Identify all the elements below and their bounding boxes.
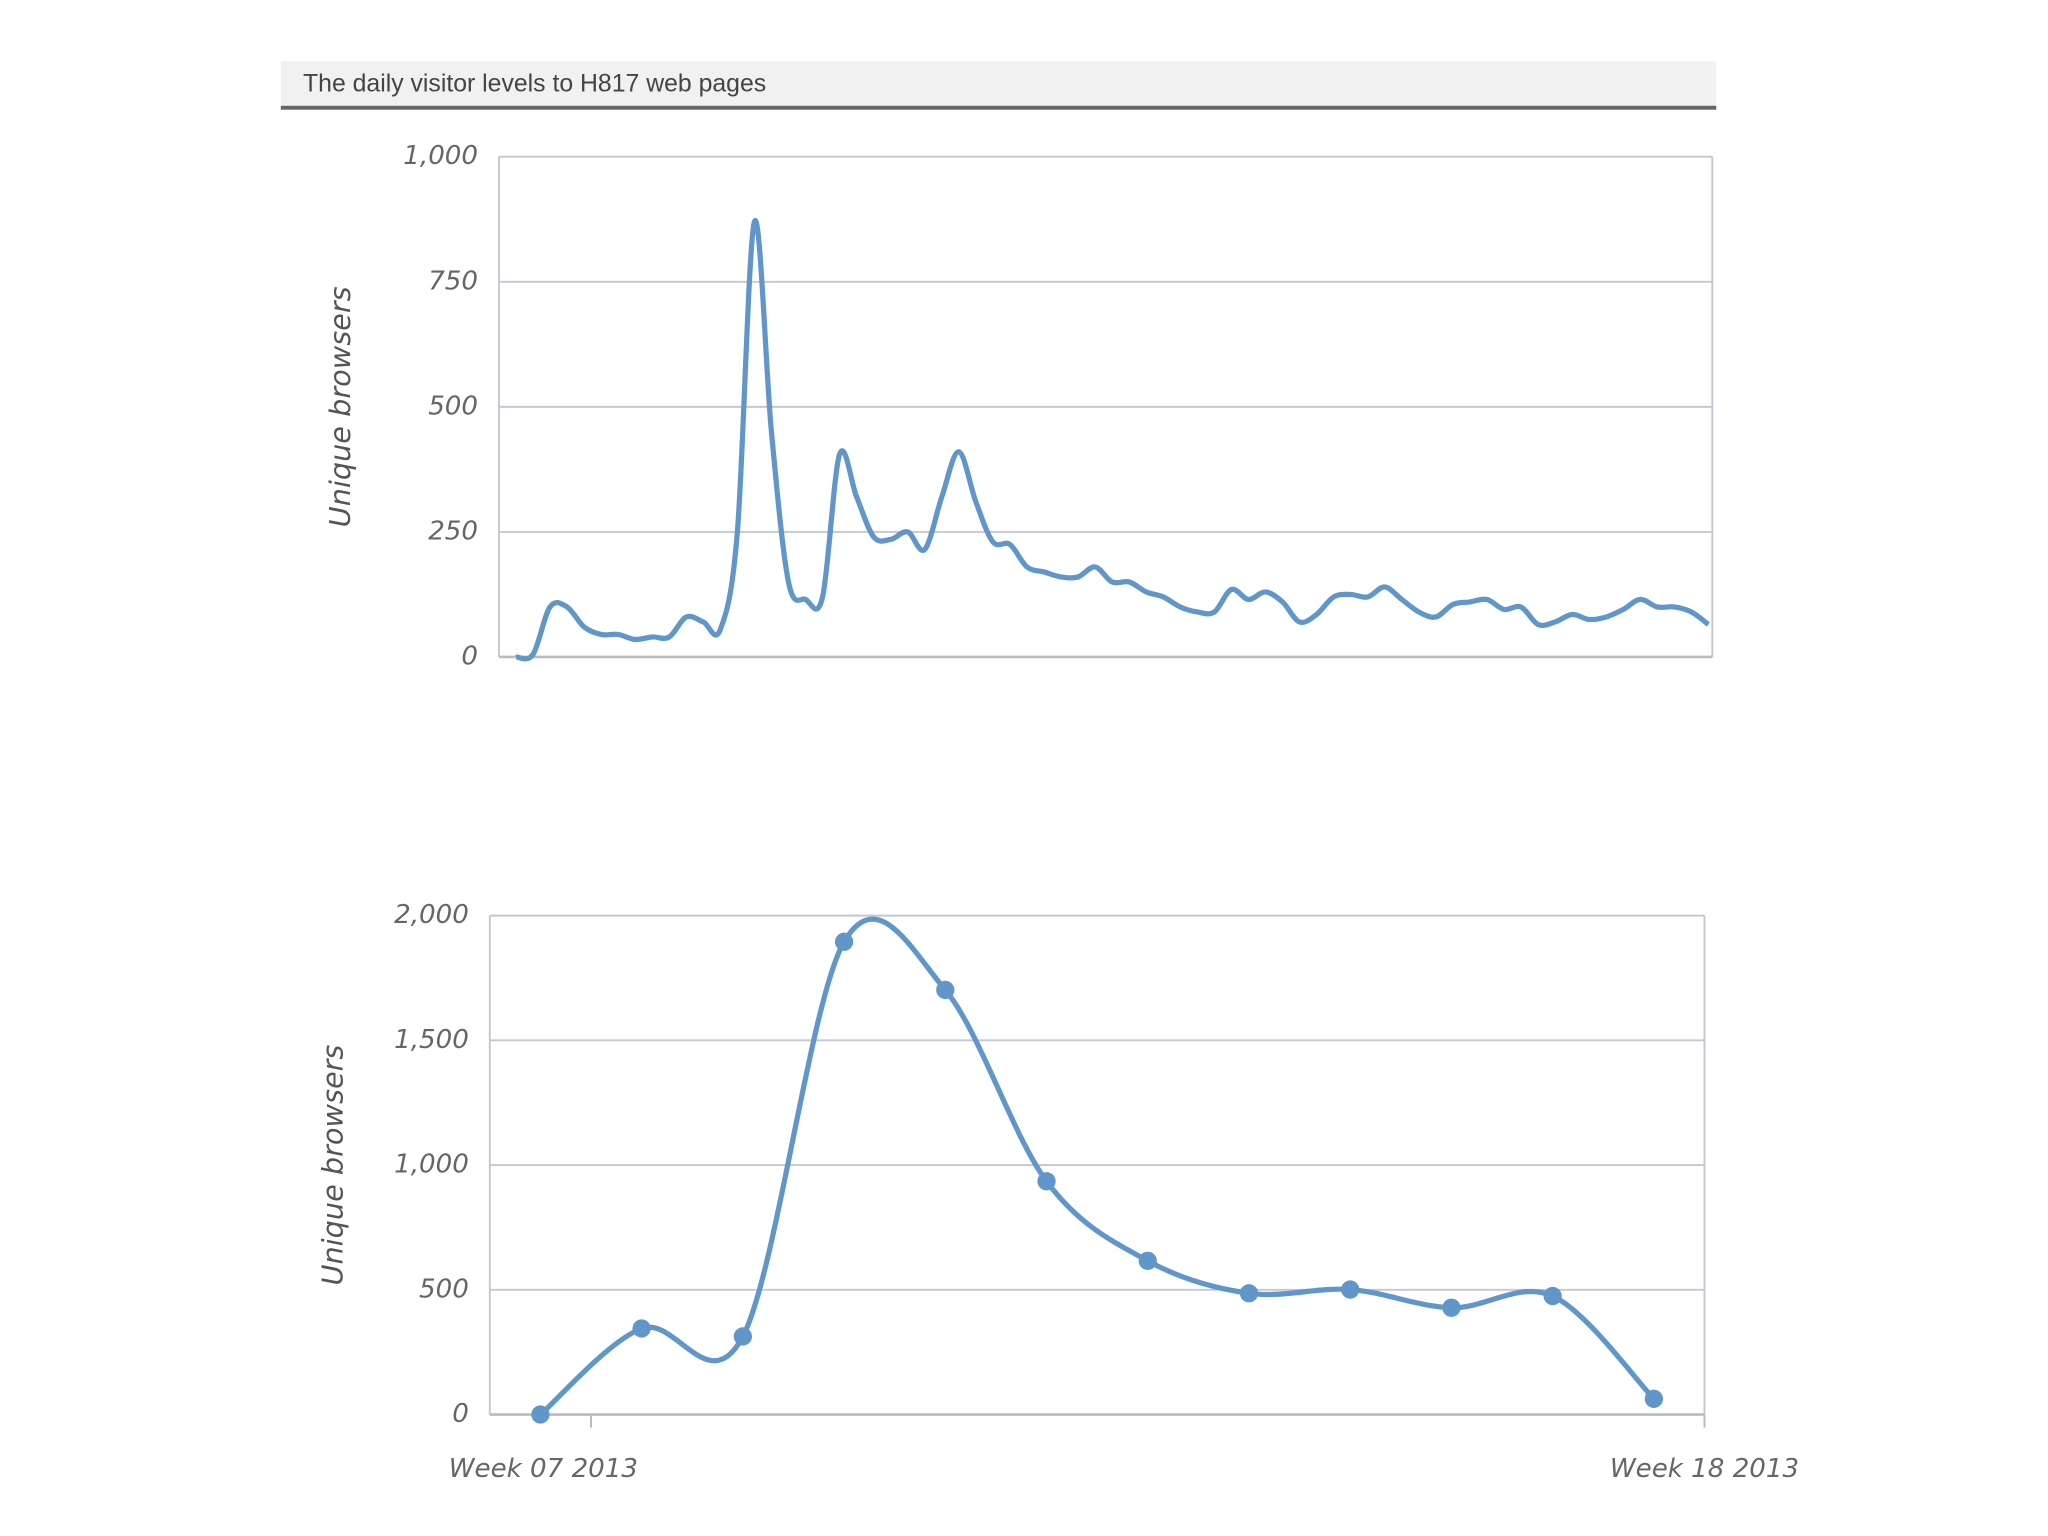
- x-tick-label: Week 07 2013: [449, 1454, 638, 1484]
- header-rule: [280, 105, 1717, 110]
- data-point: [1442, 1298, 1461, 1317]
- y-tick-label: 500: [428, 391, 478, 421]
- y-tick-label: 1,000: [403, 141, 478, 171]
- header-bar: [280, 61, 1717, 108]
- y-tick-label: 250: [428, 516, 478, 546]
- y-axis-title: Unique browsers: [315, 1045, 349, 1286]
- data-point: [733, 1327, 752, 1346]
- y-tick-label: 1,500: [394, 1025, 469, 1055]
- y-axis-title: Unique browsers: [323, 286, 357, 527]
- y-tick-label: 1,000: [394, 1150, 469, 1180]
- data-point: [632, 1319, 651, 1338]
- data-point: [531, 1405, 550, 1424]
- y-tick-label: 0: [452, 1399, 469, 1429]
- header-title: The daily visitor levels to H817 web pag…: [303, 70, 766, 97]
- data-point: [1239, 1284, 1259, 1303]
- data-line: [515, 218, 1710, 662]
- data-point: [1037, 1172, 1056, 1191]
- data-point: [1341, 1280, 1360, 1299]
- y-tick-label: 500: [419, 1274, 469, 1304]
- data-point: [936, 980, 955, 1000]
- data-point: [1644, 1389, 1664, 1408]
- data-line: [538, 916, 1656, 1417]
- data-point: [1138, 1251, 1157, 1271]
- x-tick-label: Week 18 2013: [1610, 1454, 1799, 1484]
- y-tick-label: 750: [428, 266, 478, 296]
- y-tick-label: 0: [461, 641, 478, 671]
- data-point: [1543, 1286, 1562, 1306]
- data-point: [834, 932, 854, 951]
- y-tick-label: 2,000: [394, 900, 469, 930]
